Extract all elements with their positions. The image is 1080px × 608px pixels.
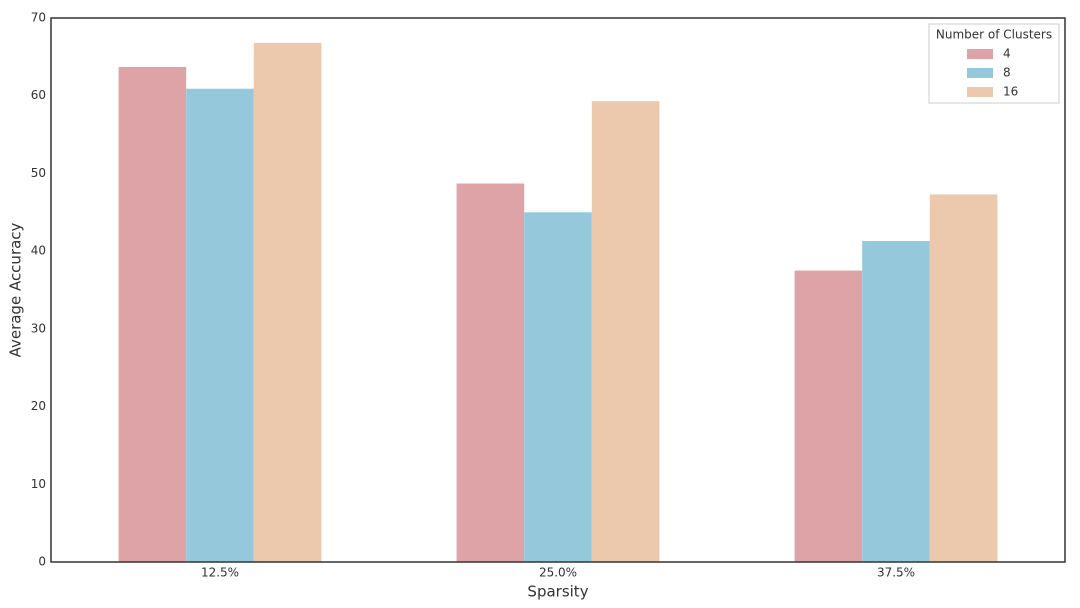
legend-box [928, 23, 1060, 104]
legend-swatch [967, 49, 993, 59]
y-tick-label: 20 [31, 399, 46, 413]
bar [456, 183, 525, 562]
plot-frame [50, 17, 1066, 563]
y-tick-label: 70 [31, 11, 46, 25]
legend-swatch [967, 87, 993, 97]
bar [929, 194, 998, 562]
bar [862, 241, 930, 563]
legend-title: Number of Clusters [936, 28, 1052, 42]
y-axis-title: Average Accuracy [7, 222, 25, 357]
x-axis-title: Sparsity [527, 583, 588, 601]
legend-label: 4 [1003, 47, 1011, 61]
y-tick-label: 50 [31, 166, 46, 180]
legend-label: 8 [1003, 66, 1011, 80]
x-tick-label: 25.0% [539, 566, 577, 580]
legend-label: 16 [1003, 85, 1018, 99]
x-tick-label: 12.5% [201, 566, 239, 580]
bar [118, 66, 187, 563]
y-tick-label: 60 [31, 88, 46, 102]
y-tick-label: 30 [31, 321, 46, 335]
bar [253, 42, 322, 562]
y-tick-label: 10 [31, 477, 46, 491]
legend-swatch [967, 68, 993, 78]
y-tick-label: 0 [38, 555, 46, 569]
x-tick-label: 37.5% [877, 566, 915, 580]
y-tick-label: 40 [31, 244, 46, 258]
bar [524, 212, 592, 563]
bar [591, 101, 660, 562]
bar [186, 88, 254, 562]
bar [794, 270, 863, 562]
